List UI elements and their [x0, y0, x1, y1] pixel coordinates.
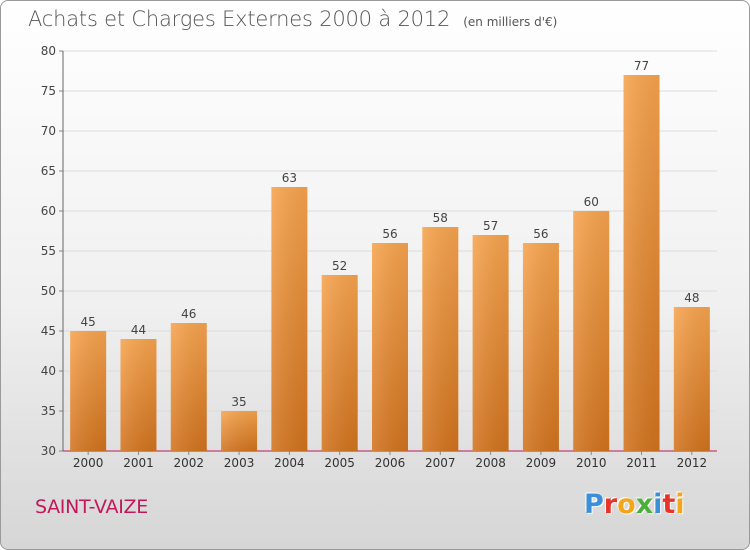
y-tick-label: 70	[41, 124, 56, 138]
y-tick-label: 40	[41, 364, 56, 378]
logo-letter: i	[675, 489, 685, 520]
x-tick-label: 2008	[475, 456, 506, 470]
x-tick-label: 2002	[173, 456, 204, 470]
y-tick-label: 75	[41, 84, 56, 98]
bar-shade	[673, 307, 710, 451]
data-label: 45	[81, 315, 96, 329]
x-tick-label: 2003	[224, 456, 255, 470]
y-tick-label: 30	[41, 444, 56, 458]
bar-shade	[70, 331, 107, 451]
data-label: 35	[231, 395, 246, 409]
bar-shade	[623, 75, 660, 451]
x-tick-label: 2006	[375, 456, 406, 470]
x-tick-label: 2005	[324, 456, 355, 470]
data-label: 48	[684, 291, 699, 305]
y-tick-label: 80	[41, 44, 56, 58]
x-tick-label: 2007	[425, 456, 456, 470]
bar-shade	[321, 275, 358, 451]
data-label: 44	[131, 323, 146, 337]
bar-shade	[170, 323, 207, 451]
bar-shade	[472, 235, 509, 451]
title-row: Achats et Charges Externes 2000 à 2012 (…	[28, 7, 557, 31]
x-tick-label: 2012	[677, 456, 708, 470]
x-tick-label: 2001	[123, 456, 154, 470]
y-tick-label: 65	[41, 164, 56, 178]
data-label: 63	[282, 171, 297, 185]
y-tick-label: 55	[41, 244, 56, 258]
x-tick-label: 2010	[576, 456, 607, 470]
data-label: 58	[433, 211, 448, 225]
y-tick-label: 45	[41, 324, 56, 338]
data-label: 56	[533, 227, 548, 241]
bar-shade	[522, 243, 559, 451]
chart-title: Achats et Charges Externes 2000 à 2012	[28, 7, 451, 31]
logo-letter: o	[617, 489, 636, 520]
data-label: 57	[483, 219, 498, 233]
x-tick-label: 2004	[274, 456, 305, 470]
logo-letter: P	[584, 489, 604, 520]
bar-shade	[422, 227, 459, 451]
data-label: 60	[584, 195, 599, 209]
logo-letter: t	[662, 489, 676, 520]
commune-name: SAINT-VAIZE	[35, 496, 148, 518]
chart-subtitle: (en milliers d'€)	[463, 15, 558, 29]
bar-shade	[372, 243, 408, 451]
y-tick-label: 35	[41, 404, 56, 418]
proxiti-logo: Proxiti	[584, 489, 685, 520]
y-tick-label: 60	[41, 204, 56, 218]
bar-shade	[120, 339, 157, 451]
x-tick-label: 2000	[73, 456, 104, 470]
data-label: 52	[332, 259, 347, 273]
x-tick-label: 2011	[626, 456, 657, 470]
x-tick-label: 2009	[526, 456, 557, 470]
data-label: 56	[382, 227, 397, 241]
bar-shade	[221, 411, 258, 451]
logo-letter: x	[635, 489, 654, 520]
data-label: 46	[181, 307, 196, 321]
logo-letter: r	[603, 489, 618, 520]
y-tick-label: 50	[41, 284, 56, 298]
bar-shade	[271, 187, 308, 451]
data-label: 77	[634, 59, 649, 73]
logo-letter: i	[653, 489, 663, 520]
bar-shade	[573, 211, 610, 451]
